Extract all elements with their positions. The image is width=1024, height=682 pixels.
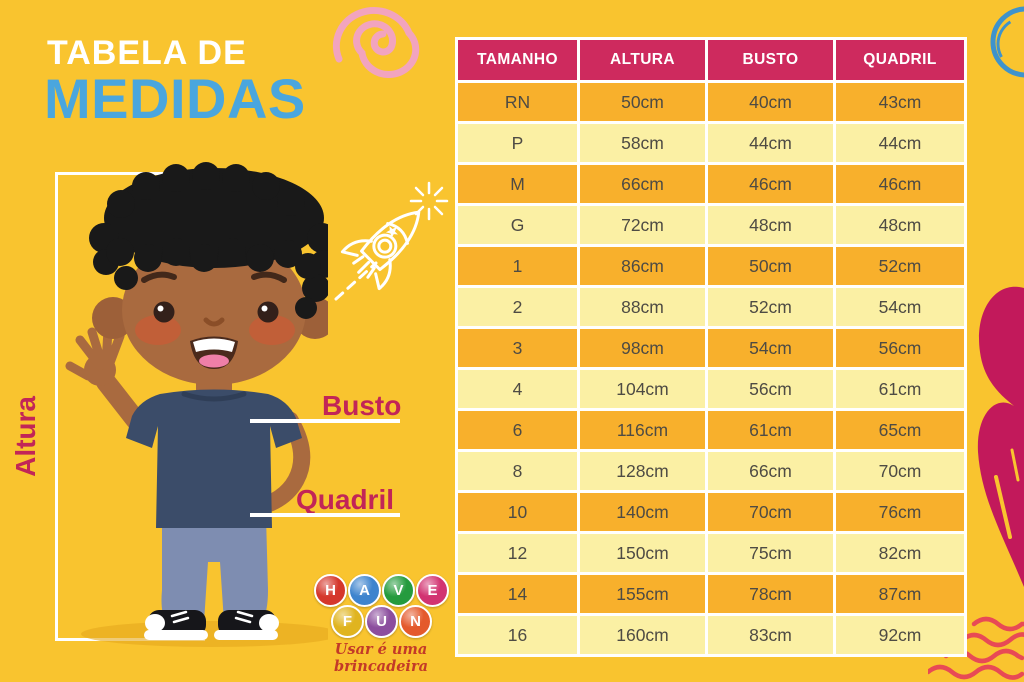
height-bracket-line bbox=[55, 172, 58, 641]
height-label: Altura bbox=[10, 396, 41, 477]
size-table-cell: 46cm bbox=[708, 165, 833, 203]
heart-icon bbox=[977, 286, 1024, 587]
size-table-cell: 61cm bbox=[836, 370, 964, 408]
poster-title-line2: MEDIDAS bbox=[44, 67, 306, 130]
logo-tagline: Usar é uma brincadeira bbox=[334, 641, 428, 675]
size-table-cell: 2 bbox=[458, 288, 577, 326]
size-table-cell: 70cm bbox=[836, 452, 964, 490]
size-table-cell: 52cm bbox=[836, 247, 964, 285]
size-table-cell: 66cm bbox=[580, 165, 705, 203]
size-table-cell: 83cm bbox=[708, 616, 833, 654]
size-table-cell: 150cm bbox=[580, 534, 705, 572]
size-table-header: TAMANHO bbox=[458, 40, 577, 80]
size-table-cell: 10 bbox=[458, 493, 577, 531]
size-table-cell: 140cm bbox=[580, 493, 705, 531]
size-table-cell: 98cm bbox=[580, 329, 705, 367]
size-table-header: BUSTO bbox=[708, 40, 833, 80]
size-table-cell: 160cm bbox=[580, 616, 705, 654]
logo-ball-v: V bbox=[382, 574, 415, 607]
size-table-cell: 3 bbox=[458, 329, 577, 367]
size-table-cell: G bbox=[458, 206, 577, 244]
boy-illustration bbox=[65, 162, 328, 647]
size-table-cell: 1 bbox=[458, 247, 577, 285]
size-table-cell: 6 bbox=[458, 411, 577, 449]
size-table-cell: 70cm bbox=[708, 493, 833, 531]
size-table-cell: 46cm bbox=[836, 165, 964, 203]
hip-line bbox=[250, 513, 400, 517]
bust-label: Busto bbox=[322, 390, 402, 421]
size-table-cell: 76cm bbox=[836, 493, 964, 531]
size-table-cell: 14 bbox=[458, 575, 577, 613]
height-bracket-top-cap bbox=[55, 172, 205, 175]
size-table-cell: 66cm bbox=[708, 452, 833, 490]
rocket-icon bbox=[334, 181, 449, 301]
size-table-cell: 155cm bbox=[580, 575, 705, 613]
waves-icon bbox=[928, 616, 1024, 680]
size-table-cell: 128cm bbox=[580, 452, 705, 490]
size-table-header: ALTURA bbox=[580, 40, 705, 80]
logo-ball-h: H bbox=[314, 574, 347, 607]
poster-title-line1: TABELA DE bbox=[47, 34, 247, 72]
logo-ball-n: N bbox=[399, 605, 432, 638]
size-table-cell: 16 bbox=[458, 616, 577, 654]
size-table: TAMANHO ALTURA BUSTO QUADRIL RN 50cm 40cm 43cm P… bbox=[455, 37, 967, 657]
logo-ball-u: U bbox=[365, 605, 398, 638]
logo-ball-a: A bbox=[348, 574, 381, 607]
size-table-cell: P bbox=[458, 124, 577, 162]
size-table-cell: 65cm bbox=[836, 411, 964, 449]
size-table-cell: 82cm bbox=[836, 534, 964, 572]
size-table-cell: 86cm bbox=[580, 247, 705, 285]
size-table-cell: M bbox=[458, 165, 577, 203]
size-table-cell: 72cm bbox=[580, 206, 705, 244]
size-table-cell: 104cm bbox=[580, 370, 705, 408]
size-table-header: QUADRIL bbox=[836, 40, 964, 80]
size-table-cell: 50cm bbox=[708, 247, 833, 285]
logo-ball-e: E bbox=[416, 574, 449, 607]
size-table-cell: 43cm bbox=[836, 83, 964, 121]
size-table-cell: 78cm bbox=[708, 575, 833, 613]
size-table-cell: 54cm bbox=[836, 288, 964, 326]
size-table-cell: 50cm bbox=[580, 83, 705, 121]
size-table-cell: 12 bbox=[458, 534, 577, 572]
bust-line bbox=[250, 419, 400, 423]
size-table-cell: 75cm bbox=[708, 534, 833, 572]
size-table-cell: 88cm bbox=[580, 288, 705, 326]
size-table-cell: 56cm bbox=[836, 329, 964, 367]
size-table-cell: 56cm bbox=[708, 370, 833, 408]
size-table-cell: 58cm bbox=[580, 124, 705, 162]
size-table-cell: 52cm bbox=[708, 288, 833, 326]
blue-circle-icon bbox=[990, 6, 1024, 78]
size-table-cell: RN bbox=[458, 83, 577, 121]
size-table-cell: 44cm bbox=[708, 124, 833, 162]
size-table-cell: 4 bbox=[458, 370, 577, 408]
size-table-cell: 48cm bbox=[836, 206, 964, 244]
logo-ball-f: F bbox=[331, 605, 364, 638]
size-table-cell: 8 bbox=[458, 452, 577, 490]
size-table-cell: 48cm bbox=[708, 206, 833, 244]
size-table-cell: 92cm bbox=[836, 616, 964, 654]
size-table-cell: 40cm bbox=[708, 83, 833, 121]
size-table-cell: 116cm bbox=[580, 411, 705, 449]
size-table-cell: 61cm bbox=[708, 411, 833, 449]
size-table-cell: 87cm bbox=[836, 575, 964, 613]
size-table-cell: 44cm bbox=[836, 124, 964, 162]
size-table-cell: 54cm bbox=[708, 329, 833, 367]
spiral-doodle-icon bbox=[332, 6, 420, 78]
hip-label: Quadril bbox=[296, 484, 395, 515]
